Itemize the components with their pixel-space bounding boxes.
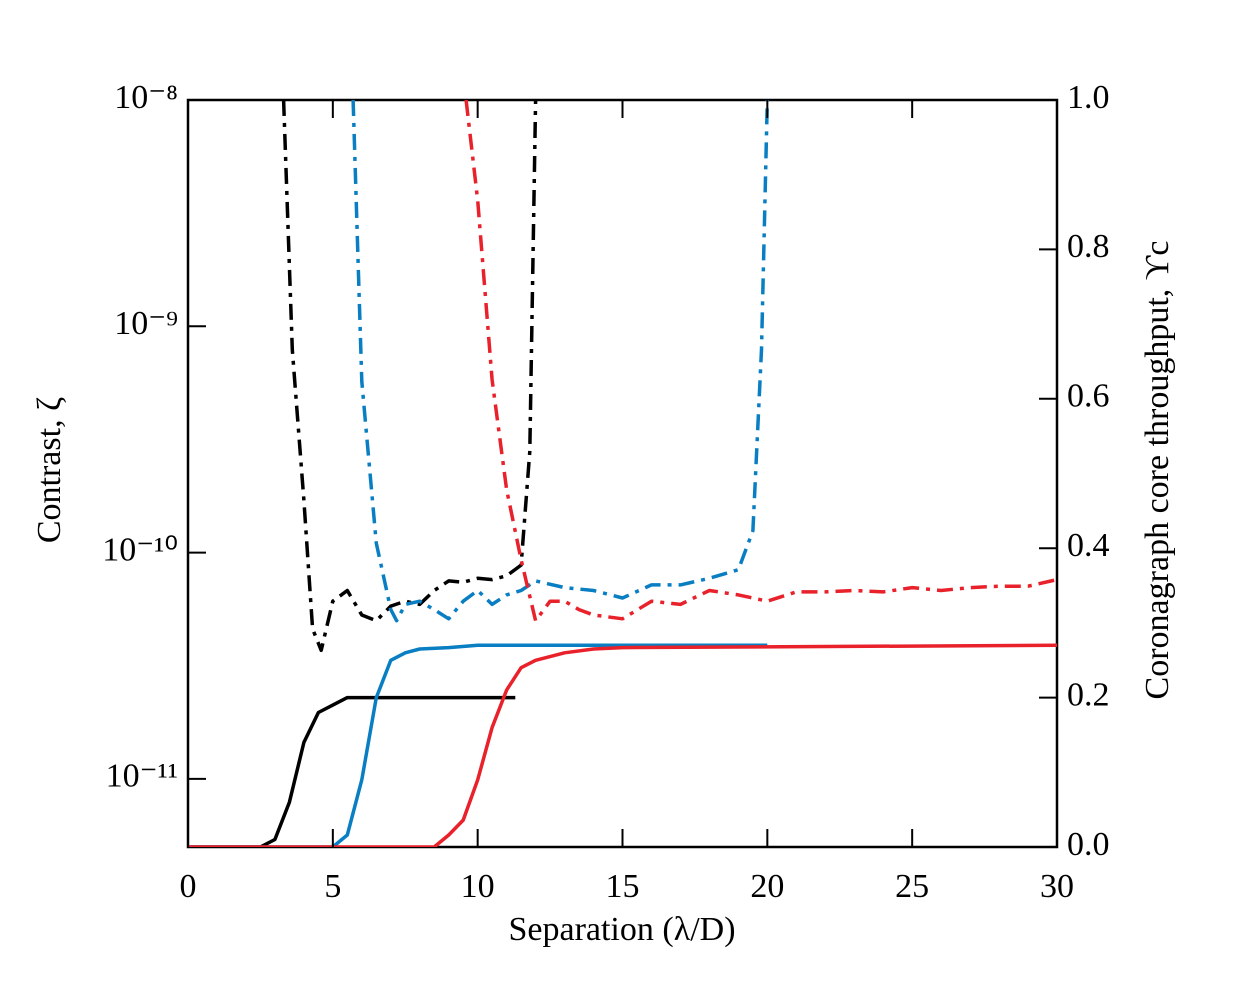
x-tick-label: 15 <box>606 868 640 905</box>
series-line <box>281 100 538 653</box>
x-tick-label: 10 <box>461 868 495 905</box>
plot-lines <box>188 100 1057 847</box>
series-line <box>464 100 1057 623</box>
y2-tick-label: 1.0 <box>1067 79 1110 116</box>
x-axis-title: Separation (λ/D) <box>508 911 735 948</box>
x-tick-label: 5 <box>324 868 341 905</box>
x-tick-label: 20 <box>750 868 784 905</box>
y2-tick-label: 0.4 <box>1067 527 1110 564</box>
y2-tick-label: 0.8 <box>1067 228 1110 265</box>
y2-tick-label: 0.0 <box>1067 826 1110 863</box>
y-tick-label: 10⁻⁸ <box>114 79 178 116</box>
x-tick-label: 30 <box>1040 868 1074 905</box>
series-line <box>188 643 768 847</box>
y-tick-label: 10⁻⁹ <box>114 305 178 342</box>
plot-frame <box>186 98 1059 849</box>
series-line <box>188 643 1057 847</box>
x-tick-label: 0 <box>180 868 197 905</box>
series-line <box>188 695 516 847</box>
y2-tick-label: 0.2 <box>1067 676 1110 713</box>
series-line <box>351 100 770 623</box>
y-axis-title: Contrast, ζ <box>31 397 68 543</box>
y2-tick-label: 0.6 <box>1067 378 1110 415</box>
y-tick-label: 10⁻¹¹ <box>106 758 178 795</box>
y2-axis-title: Coronagraph core throughput, ϒc <box>1139 241 1176 700</box>
x-tick-label: 25 <box>895 868 929 905</box>
y-tick-label: 10⁻¹⁰ <box>102 531 178 568</box>
